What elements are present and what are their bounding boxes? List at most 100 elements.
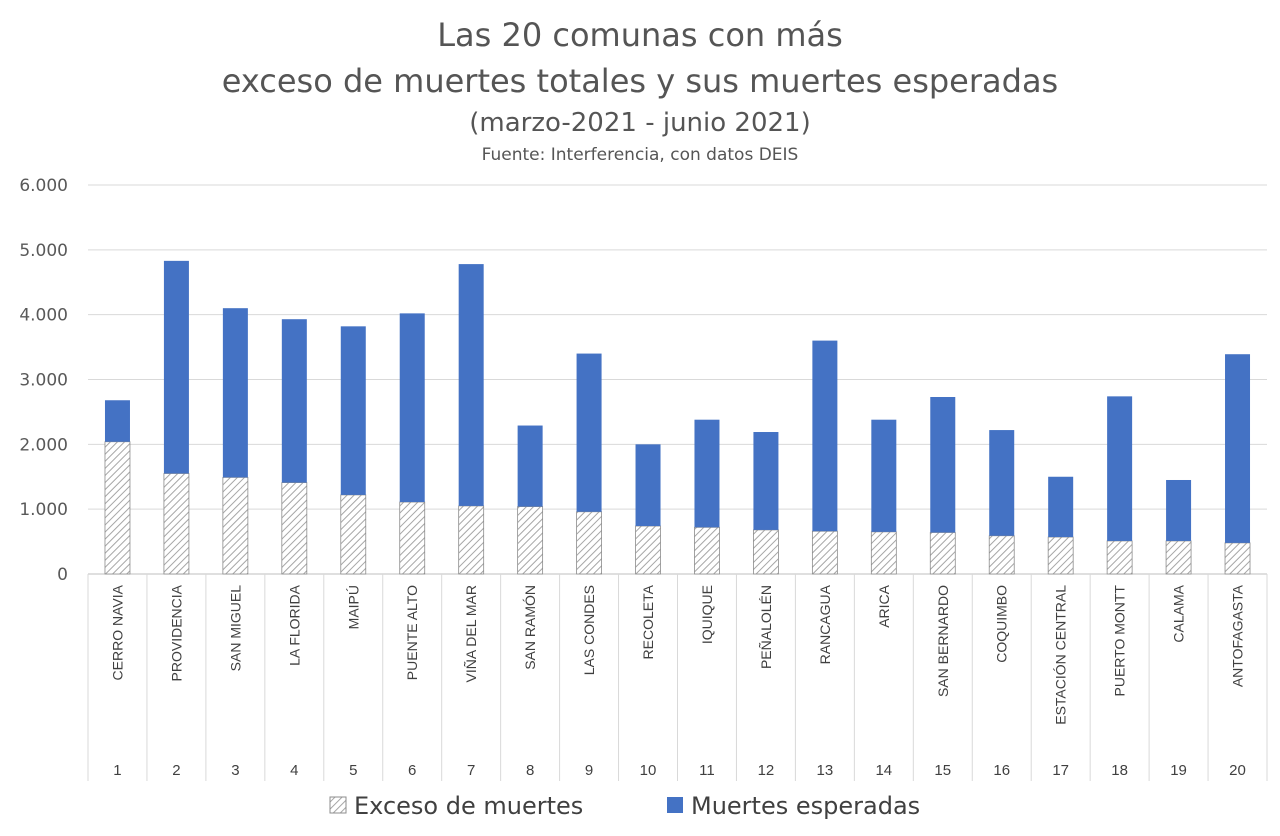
bar-exceso [1224,542,1251,575]
bar-exceso [222,476,249,575]
rank-label: 14 [875,762,892,779]
rank-label: 4 [290,762,298,779]
category-label: ESTACIÓN CENTRAL [1053,585,1069,725]
bar-esperadas [871,419,897,532]
category-label: VIÑA DEL MAR [463,585,479,683]
legend-swatch-exceso [329,796,347,814]
category-label: PUERTO MONTT [1112,585,1128,697]
bar-esperadas [635,444,661,527]
bar-esperadas [753,432,779,530]
bar-esperadas [340,326,366,495]
bar-exceso [635,525,661,575]
y-tick-label: 5.000 [19,241,68,261]
bar-esperadas [517,425,543,507]
chart-title: Las 20 comunas con más [437,16,843,54]
bar-exceso [694,526,720,575]
bar-exceso [576,511,602,575]
chart-title-line2: exceso de muertes totales y sus muertes … [222,62,1058,100]
bar-exceso [104,441,131,575]
chart-subtitle: (marzo-2021 - junio 2021) [469,108,810,138]
rank-label: 2 [172,762,180,779]
bar-exceso [281,482,308,575]
rank-label: 11 [699,762,715,779]
bar-exceso [811,530,838,575]
category-label: PUENTE ALTO [404,585,420,680]
y-tick-label: 0 [57,565,68,585]
rank-label: 12 [758,762,775,779]
category-label: SAN RAMÓN [522,585,538,670]
rank-label: 18 [1111,762,1128,779]
bar-exceso [988,535,1015,575]
rank-label: 3 [231,762,239,779]
legend-label-esperadas: Muertes esperadas [691,792,920,820]
rank-label: 1 [113,762,121,779]
category-label: CERRO NAVIA [109,584,125,680]
bar-esperadas [694,419,720,528]
rank-label: 8 [526,762,534,779]
bar-esperadas [576,353,602,512]
bar-exceso [1047,536,1074,575]
bar-esperadas [163,260,189,474]
category-label: IQUIQUE [699,585,715,644]
bar-esperadas [930,397,956,533]
bar-exceso [163,473,190,575]
y-axis-ticks: 0 1.000 2.000 3.000 4.000 5.000 6.000 [19,176,68,585]
rank-label: 6 [408,762,416,779]
bar-exceso [1165,540,1192,575]
category-label: RECOLETA [640,584,656,659]
bar-exceso [753,529,779,575]
rank-label: 9 [585,762,593,779]
bar-esperadas [222,308,248,478]
rank-label: 19 [1170,762,1187,779]
category-label: MAIPÚ [345,585,361,629]
category-label: LAS CONDES [581,585,597,675]
bar-esperadas [1107,396,1133,541]
bar-exceso [340,494,367,575]
category-label: PROVIDENCIA [168,584,184,681]
bars [104,260,1251,575]
bar-exceso [399,501,426,575]
rank-label: 15 [934,762,951,779]
rank-label: 13 [817,762,834,779]
y-tick-label: 3.000 [19,371,68,391]
bar-esperadas [458,264,484,506]
category-labels: CERRO NAVIA 1 PROVIDENCIA 2 SAN MIGUEL 3 LA FL… [87,574,1268,781]
bar-esperadas [812,340,838,532]
category-label: SAN MIGUEL [227,585,243,672]
rank-label: 5 [349,762,357,779]
bar-esperadas [104,400,130,442]
category-label: PEÑALOLÉN [758,585,774,669]
bar-esperadas [1048,476,1074,538]
rank-label: 10 [640,762,657,779]
bar-esperadas [399,313,425,503]
rank-label: 16 [993,762,1010,779]
y-tick-label: 2.000 [19,435,68,455]
legend-swatch-esperadas [667,797,683,813]
category-label: RANCAGUA [817,584,833,664]
category-label: CALAMA [1171,584,1187,642]
bar-esperadas [1166,479,1192,541]
category-label: COQUIMBO [994,585,1010,663]
category-label: ANTOFAGASTA [1230,584,1246,687]
bar-esperadas [989,430,1015,536]
category-label: SAN BERNARDO [935,585,951,697]
y-tick-label: 4.000 [19,306,68,326]
bar-exceso [929,532,956,575]
rank-label: 7 [467,762,475,779]
legend: Exceso de muertes Muertes esperadas [329,792,920,820]
y-tick-label: 6.000 [19,176,68,196]
rank-label: 17 [1052,762,1069,779]
bar-exceso [517,506,544,575]
category-label: ARICA [876,584,892,627]
bar-exceso [458,505,485,575]
bar-esperadas [281,319,307,483]
bar-exceso [1106,540,1133,575]
rank-label: 20 [1229,762,1246,779]
y-tick-label: 1.000 [19,500,68,520]
bar-esperadas [1225,354,1251,543]
gridlines [88,184,1267,575]
legend-label-exceso: Exceso de muertes [354,792,583,820]
chart-source: Fuente: Interferencia, con datos DEIS [482,145,799,165]
